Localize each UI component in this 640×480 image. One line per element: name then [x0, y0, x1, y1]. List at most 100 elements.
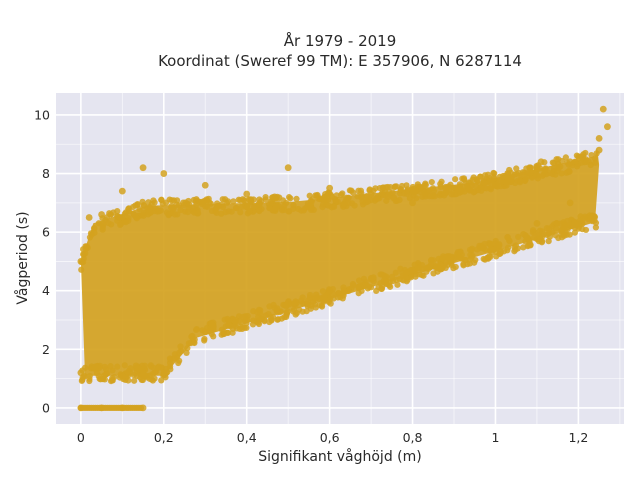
scatter-point	[390, 195, 397, 202]
scatter-point	[177, 343, 184, 350]
scatter-point	[419, 193, 426, 200]
scatter-point	[425, 187, 433, 195]
scatter-point	[466, 246, 474, 253]
scatter-point	[189, 205, 196, 212]
scatter-point	[355, 187, 362, 194]
scatter-point	[206, 199, 213, 206]
scatter-point	[553, 220, 561, 227]
scatter-point	[201, 335, 208, 343]
scatter-point	[428, 178, 435, 186]
scatter-point	[210, 333, 217, 340]
scatter-point	[545, 230, 552, 237]
scatter-point	[506, 166, 513, 174]
scatter-point	[477, 173, 484, 180]
scatter-point	[484, 171, 492, 178]
scatter-point	[222, 209, 229, 216]
scatter-point	[562, 154, 569, 161]
scatter-point	[283, 199, 290, 207]
scatter-point	[308, 198, 315, 206]
scatter-point	[578, 159, 585, 166]
scatter-point	[456, 254, 463, 261]
scatter-point	[418, 184, 425, 191]
scatter-point	[554, 167, 561, 174]
scatter-point	[460, 175, 468, 182]
scatter-point	[180, 199, 187, 206]
scatter-point	[469, 252, 476, 259]
scatter-point	[98, 404, 106, 412]
scatter-point	[114, 207, 121, 215]
scatter-point	[293, 195, 300, 203]
scatter-point	[77, 258, 85, 265]
scatter-point	[158, 196, 165, 203]
scatter-point	[158, 377, 165, 384]
scatter-point	[595, 135, 603, 142]
scatter-point	[119, 373, 127, 380]
scatter-point	[338, 191, 345, 198]
scatter-point	[250, 317, 257, 324]
scatter-point	[563, 231, 570, 238]
scatter-point	[245, 196, 253, 203]
scatter-point	[319, 201, 327, 208]
scatter-point	[431, 193, 438, 200]
scatter-point	[237, 209, 244, 216]
scatter-point	[118, 187, 126, 195]
scatter-point	[481, 240, 488, 248]
scatter-point	[117, 220, 125, 227]
scatter-point	[396, 196, 403, 204]
scatter-point	[83, 243, 90, 250]
scatter-point	[343, 194, 350, 201]
scatter-point	[492, 240, 499, 248]
scatter-point	[160, 369, 168, 377]
scatter-point	[256, 196, 263, 203]
scatter-point	[126, 368, 134, 376]
scatter-point	[560, 224, 567, 231]
scatter-point	[399, 272, 407, 280]
scatter-point	[408, 274, 415, 281]
scatter-point	[528, 174, 536, 181]
scatter-point	[184, 208, 191, 216]
scatter-point	[427, 257, 435, 264]
scatter-point	[171, 211, 178, 218]
scatter-point	[85, 214, 93, 221]
chart-title-line1: År 1979 - 2019	[284, 31, 397, 50]
scatter-point	[526, 239, 533, 246]
scatter-point	[246, 208, 253, 215]
scatter-point	[351, 202, 358, 209]
scatter-point	[177, 206, 184, 214]
scatter-point	[168, 197, 175, 204]
scatter-point	[225, 322, 232, 329]
scatter-point	[177, 347, 185, 355]
scatter-point	[225, 198, 232, 205]
scatter-point	[237, 197, 244, 204]
scatter-point	[356, 277, 363, 284]
scatter-point	[541, 168, 548, 175]
scatter-point	[183, 349, 190, 357]
scatter-point	[504, 174, 511, 181]
scatter-point	[394, 281, 401, 288]
scatter-point	[513, 170, 520, 177]
scatter-point	[256, 317, 263, 324]
scatter-point	[208, 321, 215, 328]
scatter-point	[334, 198, 341, 205]
scatter-point	[239, 325, 246, 333]
scatter-point	[520, 244, 527, 251]
scatter-point	[274, 305, 281, 312]
scatter-point	[262, 194, 269, 201]
scatter-point	[410, 189, 417, 196]
scatter-point	[77, 404, 85, 412]
scatter-point	[324, 193, 331, 200]
scatter-point	[504, 247, 511, 254]
scatter-point	[388, 273, 396, 280]
scatter-point	[106, 210, 113, 217]
scatter-point	[345, 199, 352, 207]
scatter-point	[165, 211, 172, 218]
scatter-point	[573, 152, 580, 159]
scatter-point	[254, 309, 261, 316]
scatter-point	[114, 363, 121, 370]
scatter-point	[86, 375, 93, 382]
scatter-point	[243, 190, 251, 198]
y-tick-label: 10	[34, 107, 50, 122]
scatter-point	[267, 198, 275, 205]
scatter-point	[452, 176, 459, 183]
scatter-series	[77, 105, 611, 412]
